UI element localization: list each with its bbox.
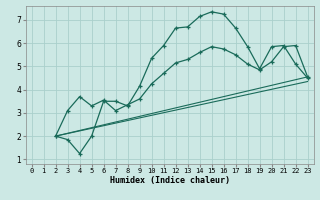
X-axis label: Humidex (Indice chaleur): Humidex (Indice chaleur) (109, 176, 230, 185)
